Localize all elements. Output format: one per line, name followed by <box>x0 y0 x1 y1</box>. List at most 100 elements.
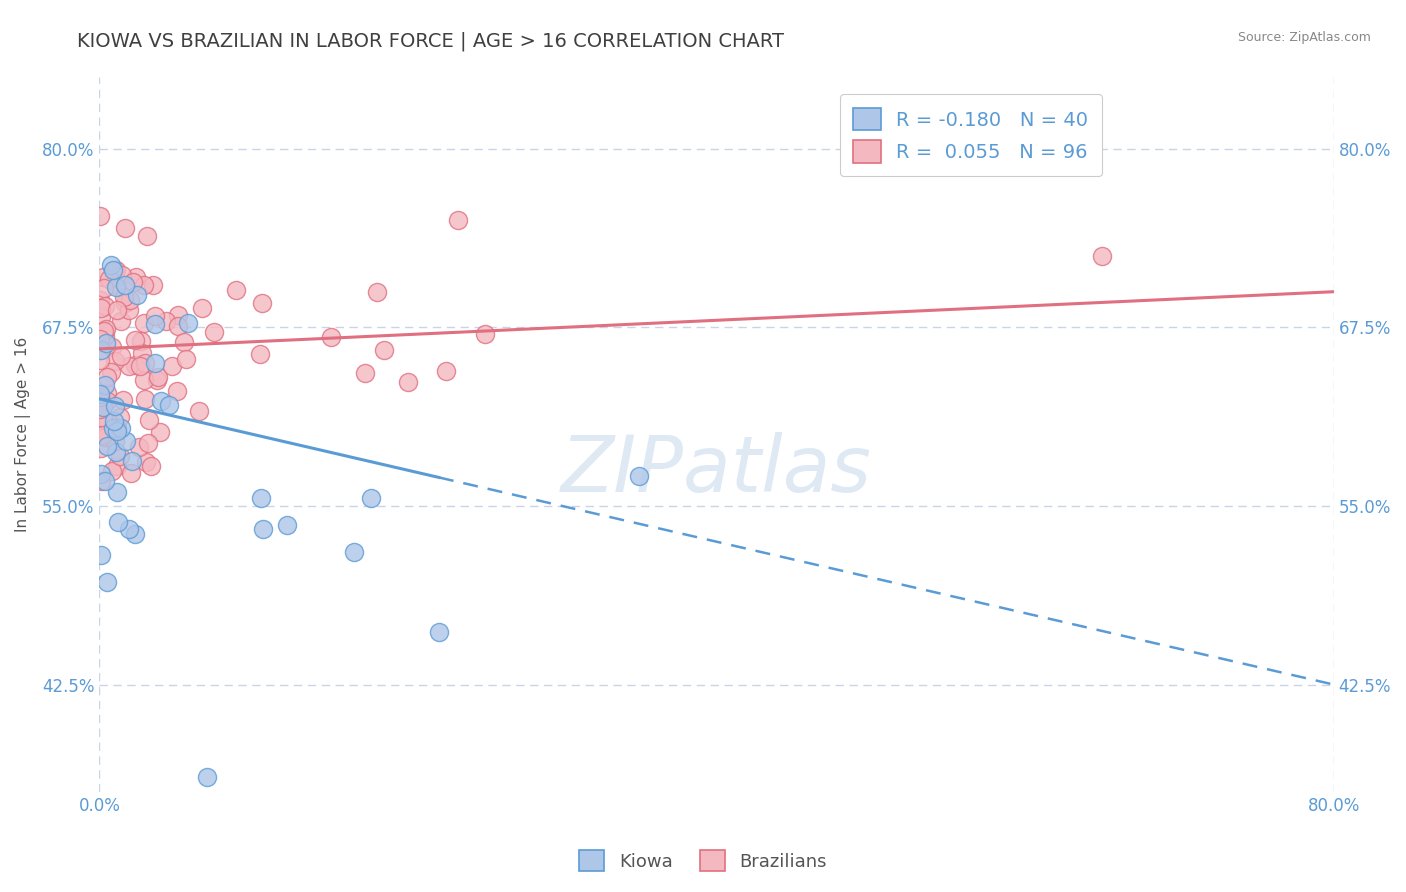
Point <box>97 272 120 286</box>
Point <box>107 515 129 529</box>
Point <box>127 288 149 302</box>
Point <box>118 303 141 318</box>
Point <box>343 545 366 559</box>
Point <box>124 270 146 285</box>
Point <box>89 402 111 417</box>
Point <box>104 262 127 277</box>
Point <box>146 373 169 387</box>
Point <box>373 343 395 358</box>
Point <box>104 444 127 458</box>
Point <box>110 314 132 328</box>
Point <box>96 370 118 384</box>
Point <box>177 317 200 331</box>
Point <box>89 352 111 367</box>
Point <box>89 332 111 346</box>
Point <box>446 213 468 227</box>
Point <box>124 333 146 347</box>
Point <box>146 370 169 384</box>
Point <box>474 327 496 342</box>
Legend: R = -0.180   N = 40, R =  0.055   N = 96: R = -0.180 N = 40, R = 0.055 N = 96 <box>839 95 1102 176</box>
Point <box>134 316 156 330</box>
Point <box>120 466 142 480</box>
Point <box>166 384 188 398</box>
Point <box>93 324 115 338</box>
Point <box>396 375 419 389</box>
Point <box>90 401 112 416</box>
Point <box>150 394 173 409</box>
Point <box>96 393 118 408</box>
Point <box>114 296 136 310</box>
Point <box>1091 249 1114 263</box>
Point <box>149 425 172 439</box>
Text: ZIPatlas: ZIPatlas <box>561 433 872 508</box>
Point <box>96 386 118 401</box>
Text: KIOWA VS BRAZILIAN IN LABOR FORCE | AGE > 16 CORRELATION CHART: KIOWA VS BRAZILIAN IN LABOR FORCE | AGE … <box>77 31 785 51</box>
Point <box>100 258 122 272</box>
Point <box>89 293 111 307</box>
Point <box>121 454 143 468</box>
Point <box>129 359 152 374</box>
Point <box>108 410 131 425</box>
Point <box>143 317 166 331</box>
Point <box>157 398 180 412</box>
Point <box>101 464 124 478</box>
Legend: Kiowa, Brazilians: Kiowa, Brazilians <box>572 843 834 879</box>
Point <box>93 281 115 295</box>
Point <box>104 353 127 368</box>
Point <box>114 434 136 448</box>
Point <box>97 413 120 427</box>
Point <box>89 387 111 401</box>
Point <box>250 491 273 505</box>
Point <box>105 485 128 500</box>
Point <box>93 394 115 409</box>
Point <box>141 458 163 473</box>
Point <box>319 329 342 343</box>
Point <box>114 278 136 293</box>
Point <box>225 284 247 298</box>
Point <box>108 449 131 463</box>
Point <box>134 392 156 406</box>
Point <box>132 373 155 387</box>
Point <box>135 455 157 469</box>
Point <box>94 377 117 392</box>
Point <box>89 209 111 223</box>
Point <box>160 359 183 373</box>
Point <box>110 349 132 363</box>
Point <box>252 522 274 536</box>
Point <box>167 318 190 333</box>
Point <box>121 275 143 289</box>
Point <box>112 290 135 304</box>
Point <box>111 268 134 282</box>
Point <box>90 474 112 488</box>
Point <box>90 343 112 357</box>
Point <box>155 314 177 328</box>
Point <box>90 310 112 324</box>
Point <box>94 322 117 336</box>
Point <box>101 421 124 435</box>
Point <box>118 359 141 373</box>
Point <box>93 428 115 442</box>
Point <box>100 365 122 379</box>
Point <box>434 364 457 378</box>
Point <box>93 299 115 313</box>
Point <box>91 270 114 285</box>
Point <box>124 358 146 372</box>
Point <box>93 410 115 425</box>
Point <box>90 467 112 481</box>
Point <box>191 301 214 315</box>
Point <box>142 278 165 293</box>
Point <box>100 340 122 354</box>
Point <box>96 439 118 453</box>
Point <box>112 393 135 408</box>
Point <box>124 527 146 541</box>
Point <box>353 367 375 381</box>
Point <box>138 412 160 426</box>
Point <box>187 404 209 418</box>
Point <box>143 356 166 370</box>
Point <box>105 424 128 438</box>
Point <box>94 335 117 350</box>
Point <box>167 308 190 322</box>
Point <box>249 347 271 361</box>
Point <box>143 309 166 323</box>
Point <box>197 771 219 785</box>
